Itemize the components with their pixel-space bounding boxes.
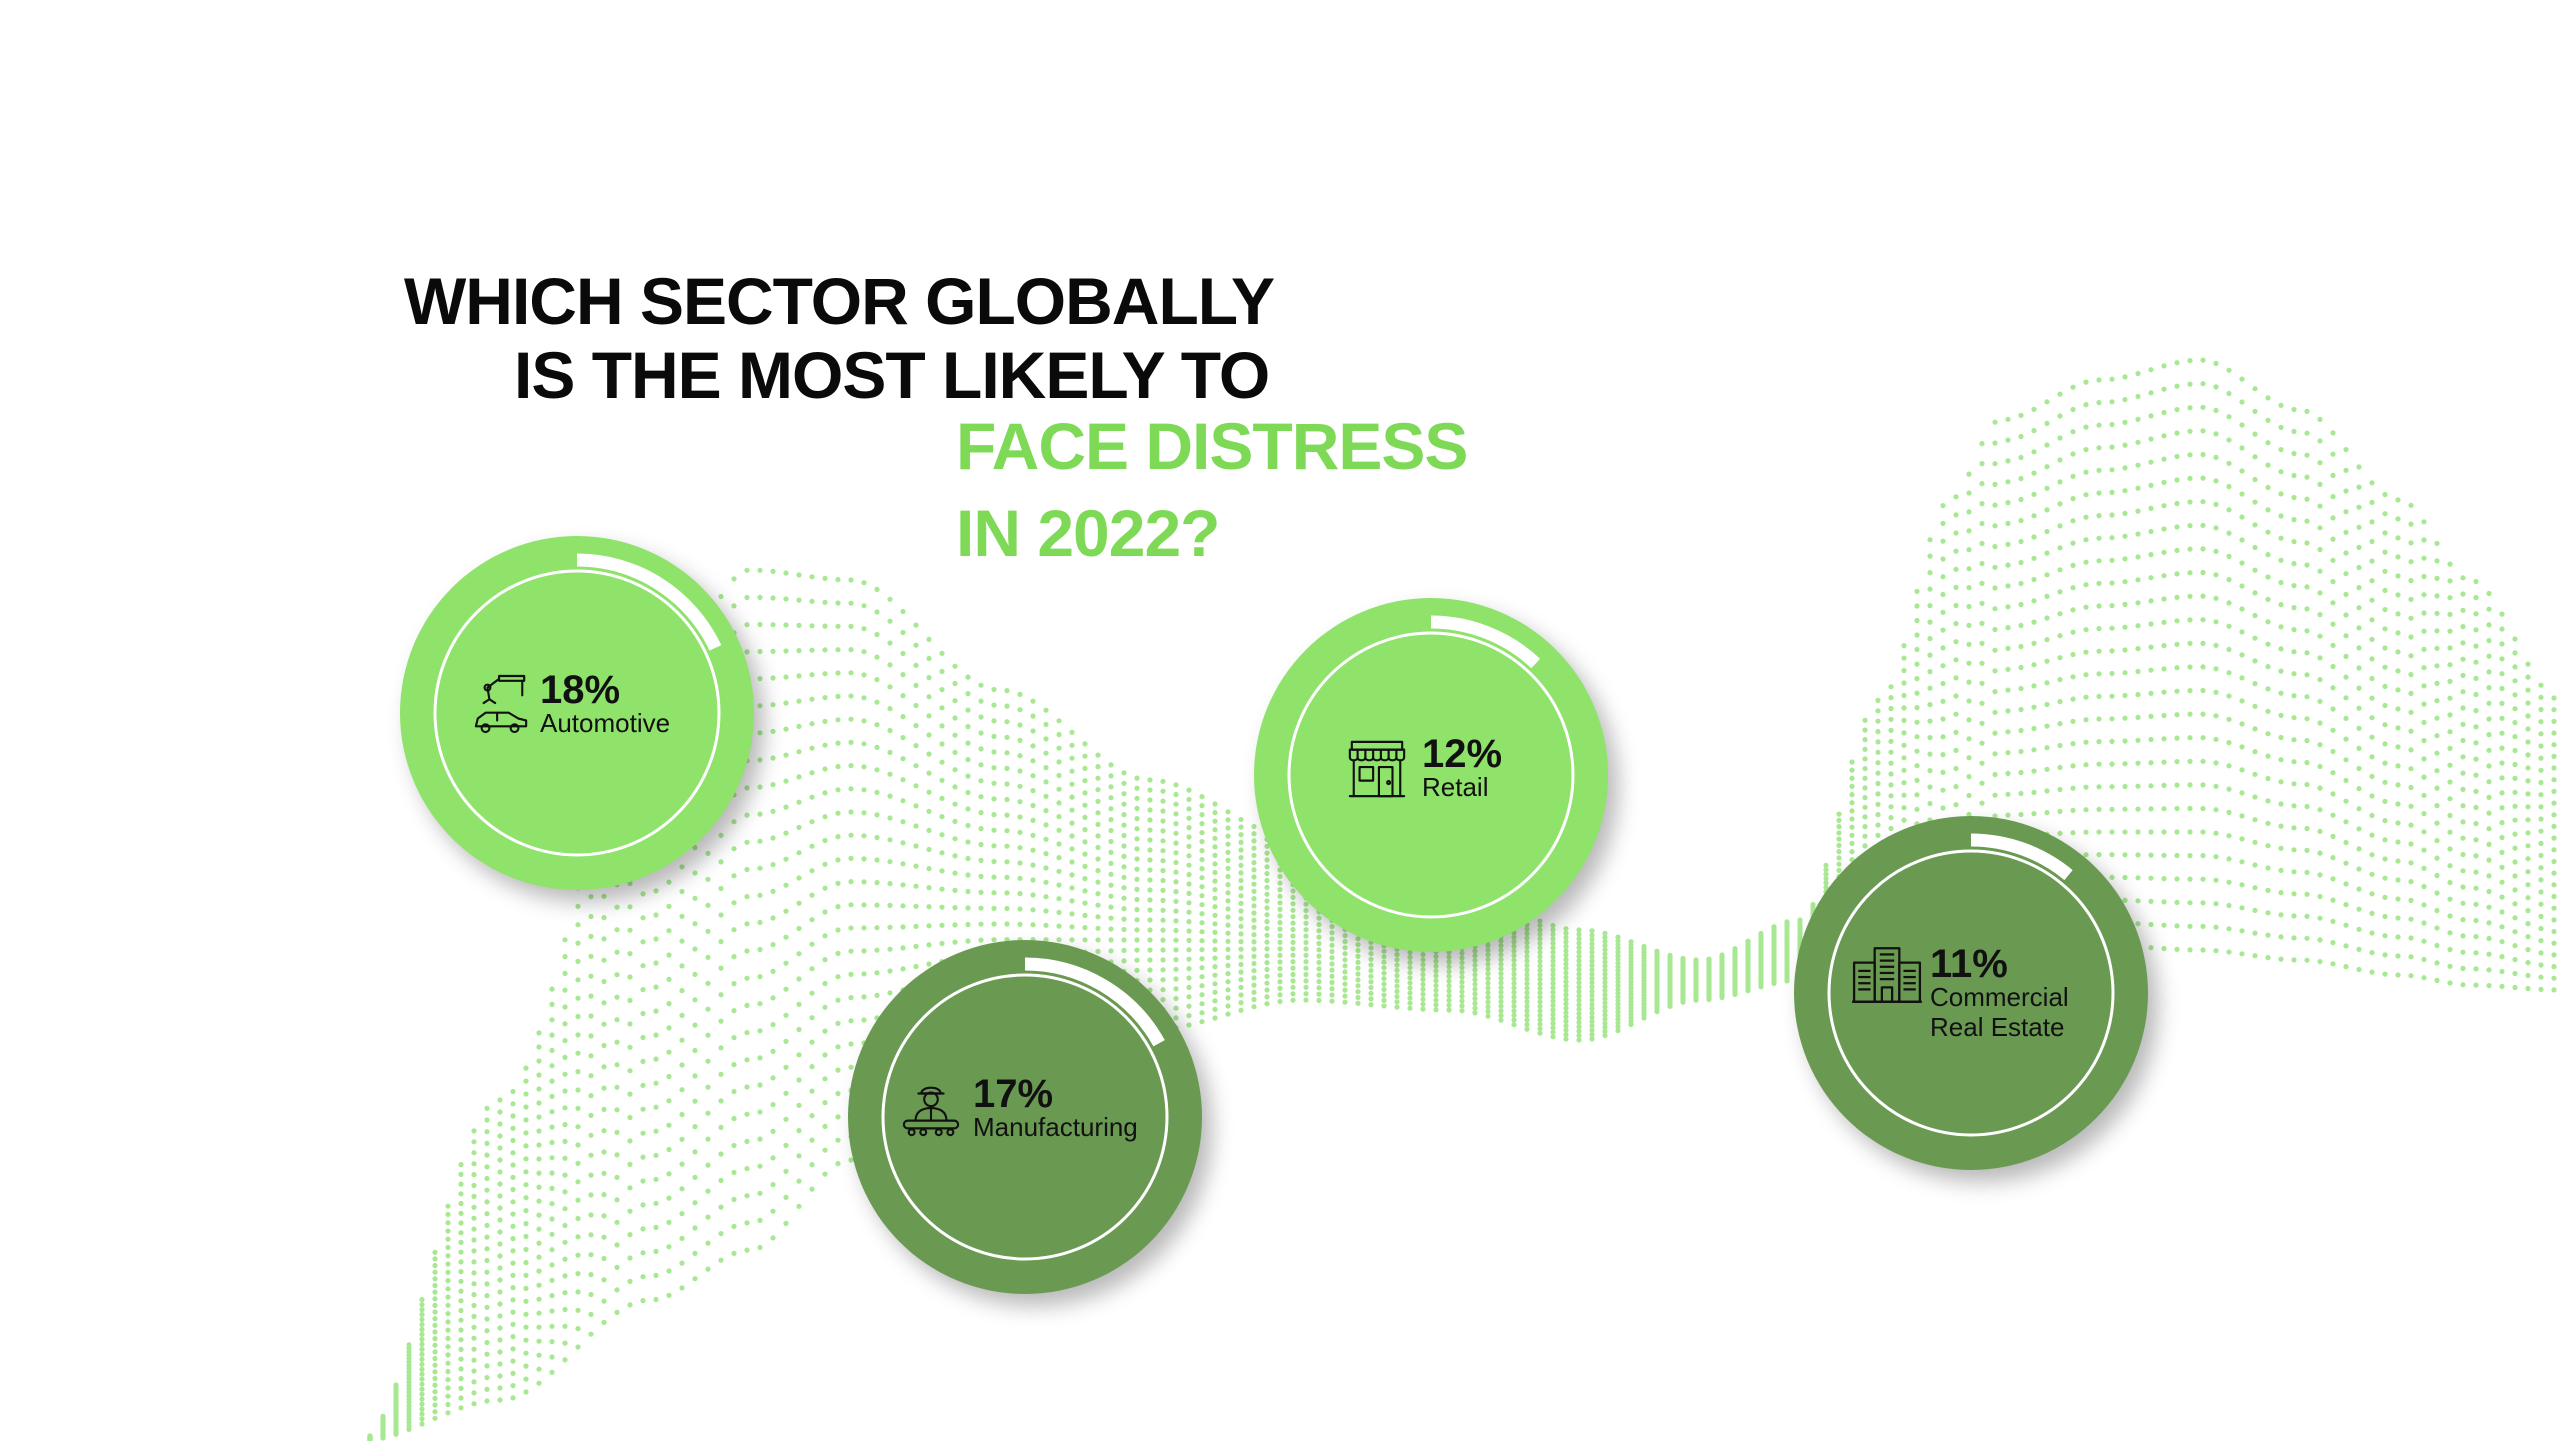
factory-worker-icon (902, 1086, 960, 1137)
sector-bubble-commercial-real-estate: 11% Commercial Real Estate (1794, 816, 2148, 1170)
sector-bubble-automotive: 18% Automotive (400, 536, 754, 890)
progress-arc (1024, 957, 1165, 1047)
sector-bubble-retail: 12% Retail (1254, 598, 1608, 952)
progress-ring (1287, 615, 1575, 919)
sector-label: Retail (1422, 772, 1489, 802)
progress-ring (881, 957, 1169, 1261)
progress-arc (1430, 615, 1541, 669)
storefront-icon (1348, 740, 1406, 798)
sector-value: 18% (540, 668, 621, 712)
sector-label: Automotive (540, 708, 671, 738)
title-line-3: FACE DISTRESS (956, 409, 1468, 483)
title-line-4: IN 2022? (956, 496, 1220, 570)
robot-arm-car-icon (474, 674, 528, 734)
sector-bubble-manufacturing: 17% Manufacturing (848, 940, 1202, 1294)
sector-label: Commercial Real Estate (1930, 982, 2069, 1042)
title-line-2: IS THE MOST LIKELY TO (514, 338, 1270, 412)
title-line-1: WHICH SECTOR GLOBALLY (404, 264, 1275, 338)
office-buildings-icon (1852, 947, 1922, 1003)
sector-value: 12% (1422, 732, 1503, 776)
sector-label: Manufacturing (973, 1112, 1138, 1142)
progress-ring (433, 553, 722, 857)
progress-ring (1827, 833, 2115, 1137)
progress-arc (1970, 833, 2073, 881)
progress-arc (576, 553, 722, 651)
sector-value: 17% (973, 1072, 1054, 1116)
sector-value: 11% (1930, 942, 2008, 986)
